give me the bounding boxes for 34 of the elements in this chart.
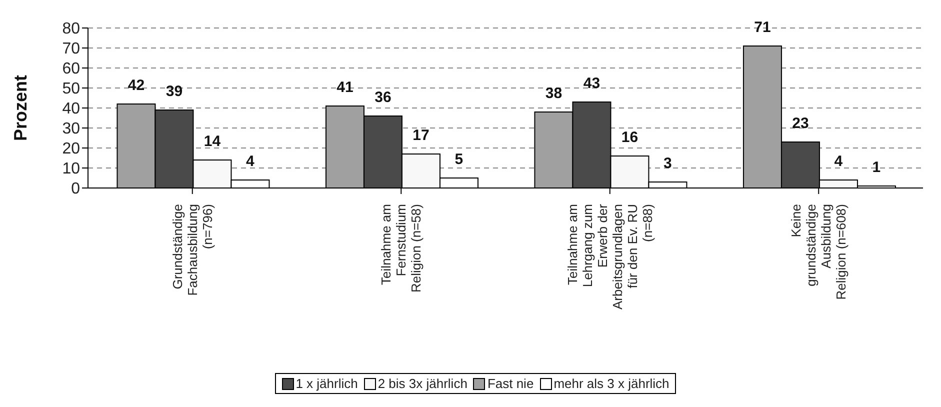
data-label: 39	[166, 83, 183, 100]
y-tick-label: 60	[62, 60, 80, 78]
x-tick-label: Teilnahme am Fernstudium Religion (n=58)	[378, 204, 424, 293]
y-tick-label: 0	[71, 180, 80, 198]
y-tick-label: 70	[62, 40, 80, 58]
data-label: 4	[246, 153, 256, 170]
x-tick-label: Keine grundständige Ausbildung Religion (n=608)	[788, 204, 849, 300]
y-tick-label: 50	[62, 80, 80, 98]
data-label: 1	[872, 159, 881, 176]
legend-label: mehr als 3 x jährlich	[552, 376, 670, 391]
data-label: 17	[412, 127, 430, 144]
legend-label: Fast nie	[486, 376, 534, 391]
data-label: 4	[834, 153, 844, 170]
data-label: 14	[204, 133, 222, 150]
x-tick-label: Grundständige Fachausbildung (n=796)	[170, 204, 215, 296]
data-label: 36	[374, 89, 392, 106]
y-tick-label: 20	[62, 140, 80, 158]
data-label: 71	[754, 19, 771, 36]
data-label: 16	[621, 129, 638, 146]
data-label: 41	[336, 79, 354, 96]
y-tick-label: 30	[62, 120, 80, 138]
legend-label: 1 x jährlich	[294, 376, 358, 391]
x-tick-label: Teilnahme am Lehrgang zum Erwerb der Arbeitsgrundlagen für den Ev. RU (n=88)	[564, 203, 655, 310]
data-label: 42	[128, 77, 145, 94]
y-axis-title: Prozent	[10, 74, 30, 142]
data-label: 23	[792, 115, 809, 132]
legend-label: 2 bis 3x jährlich	[376, 376, 468, 391]
y-tick-label: 40	[62, 100, 80, 118]
data-label: 5	[454, 151, 464, 168]
y-tick-label: 80	[62, 20, 80, 38]
y-tick-label: 10	[62, 160, 80, 178]
data-label: 3	[664, 155, 672, 172]
data-label: 43	[583, 75, 600, 92]
data-label: 38	[545, 85, 562, 102]
